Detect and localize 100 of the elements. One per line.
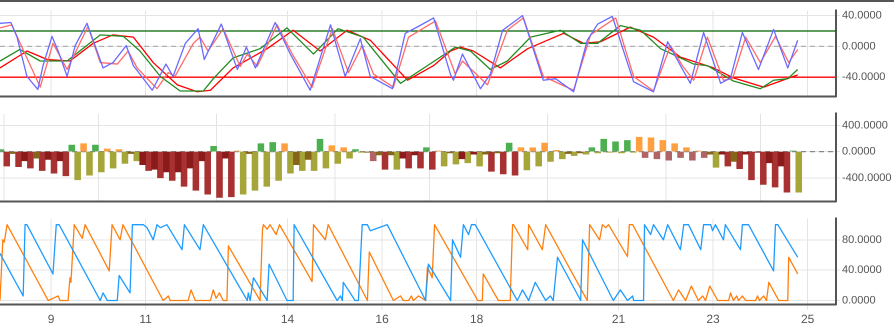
- x-tick-label: 14: [280, 312, 294, 326]
- bar: [671, 143, 678, 152]
- y-tick-label: 0.0000: [842, 40, 876, 52]
- bar: [642, 152, 648, 158]
- bar: [648, 138, 654, 152]
- bar: [440, 152, 448, 166]
- bar: [665, 152, 672, 160]
- bar: [530, 147, 536, 152]
- x-tick-label: 18: [470, 312, 484, 326]
- bar: [334, 152, 342, 164]
- bar: [660, 140, 666, 152]
- bar: [151, 152, 158, 170]
- bar: [74, 152, 81, 180]
- bar: [293, 152, 300, 166]
- bar: [417, 152, 424, 168]
- bar: [328, 145, 336, 152]
- bar: [795, 152, 802, 193]
- bar: [346, 152, 353, 158]
- bar: [86, 152, 93, 176]
- bar: [612, 141, 619, 152]
- bar: [275, 152, 282, 181]
- bar: [269, 142, 276, 152]
- bar: [582, 152, 590, 155]
- bar: [464, 152, 472, 164]
- bar: [429, 152, 436, 170]
- bar: [281, 143, 288, 152]
- bar: [712, 152, 720, 168]
- bar: [204, 152, 211, 195]
- bar: [50, 152, 58, 174]
- bar: [210, 146, 217, 152]
- bar: [399, 152, 406, 158]
- bar: [110, 152, 116, 168]
- bar: [570, 152, 578, 156]
- bar: [264, 152, 270, 187]
- bar: [482, 152, 489, 155]
- bar: [512, 152, 518, 176]
- bar: [423, 147, 430, 152]
- bar: [44, 152, 52, 160]
- bar: [524, 152, 530, 170]
- bar: [216, 152, 223, 198]
- bar: [488, 152, 495, 172]
- bar: [500, 152, 507, 174]
- bar: [382, 152, 388, 170]
- x-tick-label: 11: [139, 312, 152, 326]
- bar: [624, 140, 631, 152]
- bar: [600, 138, 607, 152]
- bar: [458, 152, 466, 160]
- x-tick-label: 21: [612, 312, 626, 326]
- bar: [92, 144, 99, 152]
- bar: [700, 152, 708, 158]
- bar: [588, 147, 596, 152]
- bar: [541, 142, 548, 152]
- bar: [298, 152, 306, 171]
- bar: [33, 152, 40, 158]
- bar: [736, 152, 743, 169]
- y-tick-label: 40.0000: [842, 10, 882, 22]
- bar: [310, 152, 318, 171]
- bar: [122, 152, 128, 164]
- bar: [370, 152, 376, 162]
- bar: [287, 152, 294, 174]
- y-tick-label: 40.0000: [842, 264, 882, 276]
- bar: [760, 152, 767, 185]
- bar: [186, 152, 194, 168]
- bar: [68, 144, 76, 152]
- bar: [252, 152, 258, 191]
- bar: [766, 152, 772, 164]
- bar: [730, 152, 738, 162]
- bar: [677, 152, 684, 158]
- y-tick-label: -40.0000: [842, 71, 886, 84]
- bar: [222, 152, 229, 158]
- bar: [80, 143, 87, 152]
- bar: [748, 152, 755, 180]
- y-tick-label: -400.0000: [842, 172, 892, 184]
- bar: [304, 152, 312, 160]
- bar: [104, 148, 111, 152]
- bar: [316, 138, 324, 152]
- y-tick-label: 0.0000: [842, 294, 876, 307]
- y-tick-label: 400.0000: [842, 119, 888, 132]
- bar: [506, 142, 512, 152]
- bar: [636, 136, 642, 152]
- bar: [21, 152, 28, 162]
- bar: [340, 147, 347, 152]
- bar: [724, 152, 732, 166]
- bar: [258, 143, 264, 152]
- x-tick-label: 9: [48, 312, 55, 326]
- bar: [56, 152, 64, 162]
- bar: [547, 152, 554, 162]
- bar: [174, 152, 182, 172]
- bar: [3, 152, 10, 166]
- bar: [98, 152, 105, 172]
- bar: [62, 152, 70, 176]
- bar: [476, 152, 483, 166]
- bar: [784, 152, 790, 193]
- bar: [322, 152, 330, 168]
- x-tick-label: 23: [706, 312, 720, 326]
- y-tick-label: 0.0000: [842, 146, 876, 158]
- bar: [452, 152, 460, 164]
- bar: [559, 152, 566, 160]
- bar: [240, 152, 246, 195]
- bar: [683, 147, 690, 152]
